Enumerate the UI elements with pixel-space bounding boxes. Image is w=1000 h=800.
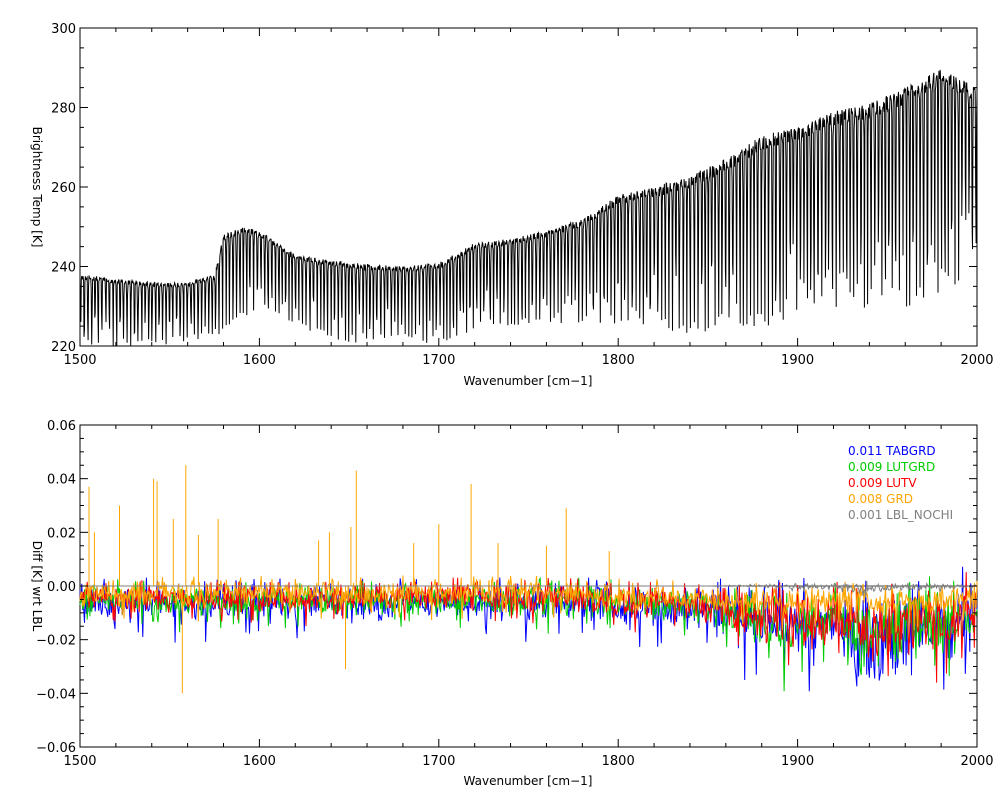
series-line-lutv	[79, 571, 978, 683]
legend-entry: 0.009 LUTV	[848, 476, 917, 490]
y-tick-label: −0.02	[36, 634, 76, 649]
x-tick-label: 1800	[602, 353, 635, 368]
x-tick-label: 1500	[63, 353, 96, 368]
y-tick-label: 260	[51, 181, 76, 196]
y-tick-label: −0.04	[36, 687, 76, 702]
tick-layer: 1500 1600 1700 1800 1900 2000 −0.06 −0.04 −0.02 0…	[36, 419, 993, 769]
y-tick-label: 0.06	[47, 419, 76, 434]
y-tick-label: 0.02	[47, 526, 76, 541]
series-line-spectrum	[79, 69, 978, 347]
y-axis-title: Diff [K] wrt LBL	[30, 541, 44, 632]
x-tick-label: 1600	[243, 754, 276, 769]
y-tick-label: 240	[51, 261, 76, 276]
y-tick-label: 0.00	[47, 580, 76, 595]
x-tick-label: 1900	[781, 754, 814, 769]
y-tick-label: −0.06	[36, 741, 76, 756]
x-tick-label: 1700	[422, 353, 455, 368]
series-layer	[79, 69, 978, 347]
x-tick-label: 1800	[602, 754, 635, 769]
x-tick-label: 1700	[422, 754, 455, 769]
y-tick-label: 300	[51, 22, 76, 37]
legend: 0.011 TABGRD 0.009 LUTGRD 0.009 LUTV 0.008 …	[848, 444, 953, 522]
x-axis-title: Wavenumber [cm−1]	[464, 374, 593, 388]
y-tick-label: 220	[51, 340, 76, 355]
legend-entry: 0.009 LUTGRD	[848, 460, 935, 474]
difference-chart: 1500 1600 1700 1800 1900 2000 −0.06 −0.04 −0.02 0…	[30, 419, 994, 788]
y-tick-label: 280	[51, 102, 76, 117]
legend-entry: 0.011 TABGRD	[848, 444, 936, 458]
series-line-grd	[79, 465, 978, 694]
x-tick-label: 2000	[960, 754, 993, 769]
x-axis-title: Wavenumber [cm−1]	[464, 774, 593, 788]
series-line-lbl_nochi	[80, 581, 978, 597]
brightness-temp-chart: 1500 1600 1700 1800 1900 2000220240260280300 …	[30, 22, 994, 388]
x-tick-label: 1900	[781, 353, 814, 368]
x-tick-label: 2000	[960, 353, 993, 368]
tick-layer: 1500 1600 1700 1800 1900 2000 220 240 260 280 300	[51, 22, 993, 368]
legend-entry: 0.001 LBL_NOCHI	[848, 508, 953, 522]
legend-entry: 0.008 GRD	[848, 492, 913, 506]
series-line-tabgrd	[79, 566, 978, 692]
y-axis-title: Brightness Temp [K]	[30, 127, 44, 248]
x-tick-label: 1600	[243, 353, 276, 368]
series-layer	[79, 465, 978, 694]
y-tick-label: 0.04	[47, 473, 76, 488]
x-tick-label: 1500	[63, 754, 96, 769]
